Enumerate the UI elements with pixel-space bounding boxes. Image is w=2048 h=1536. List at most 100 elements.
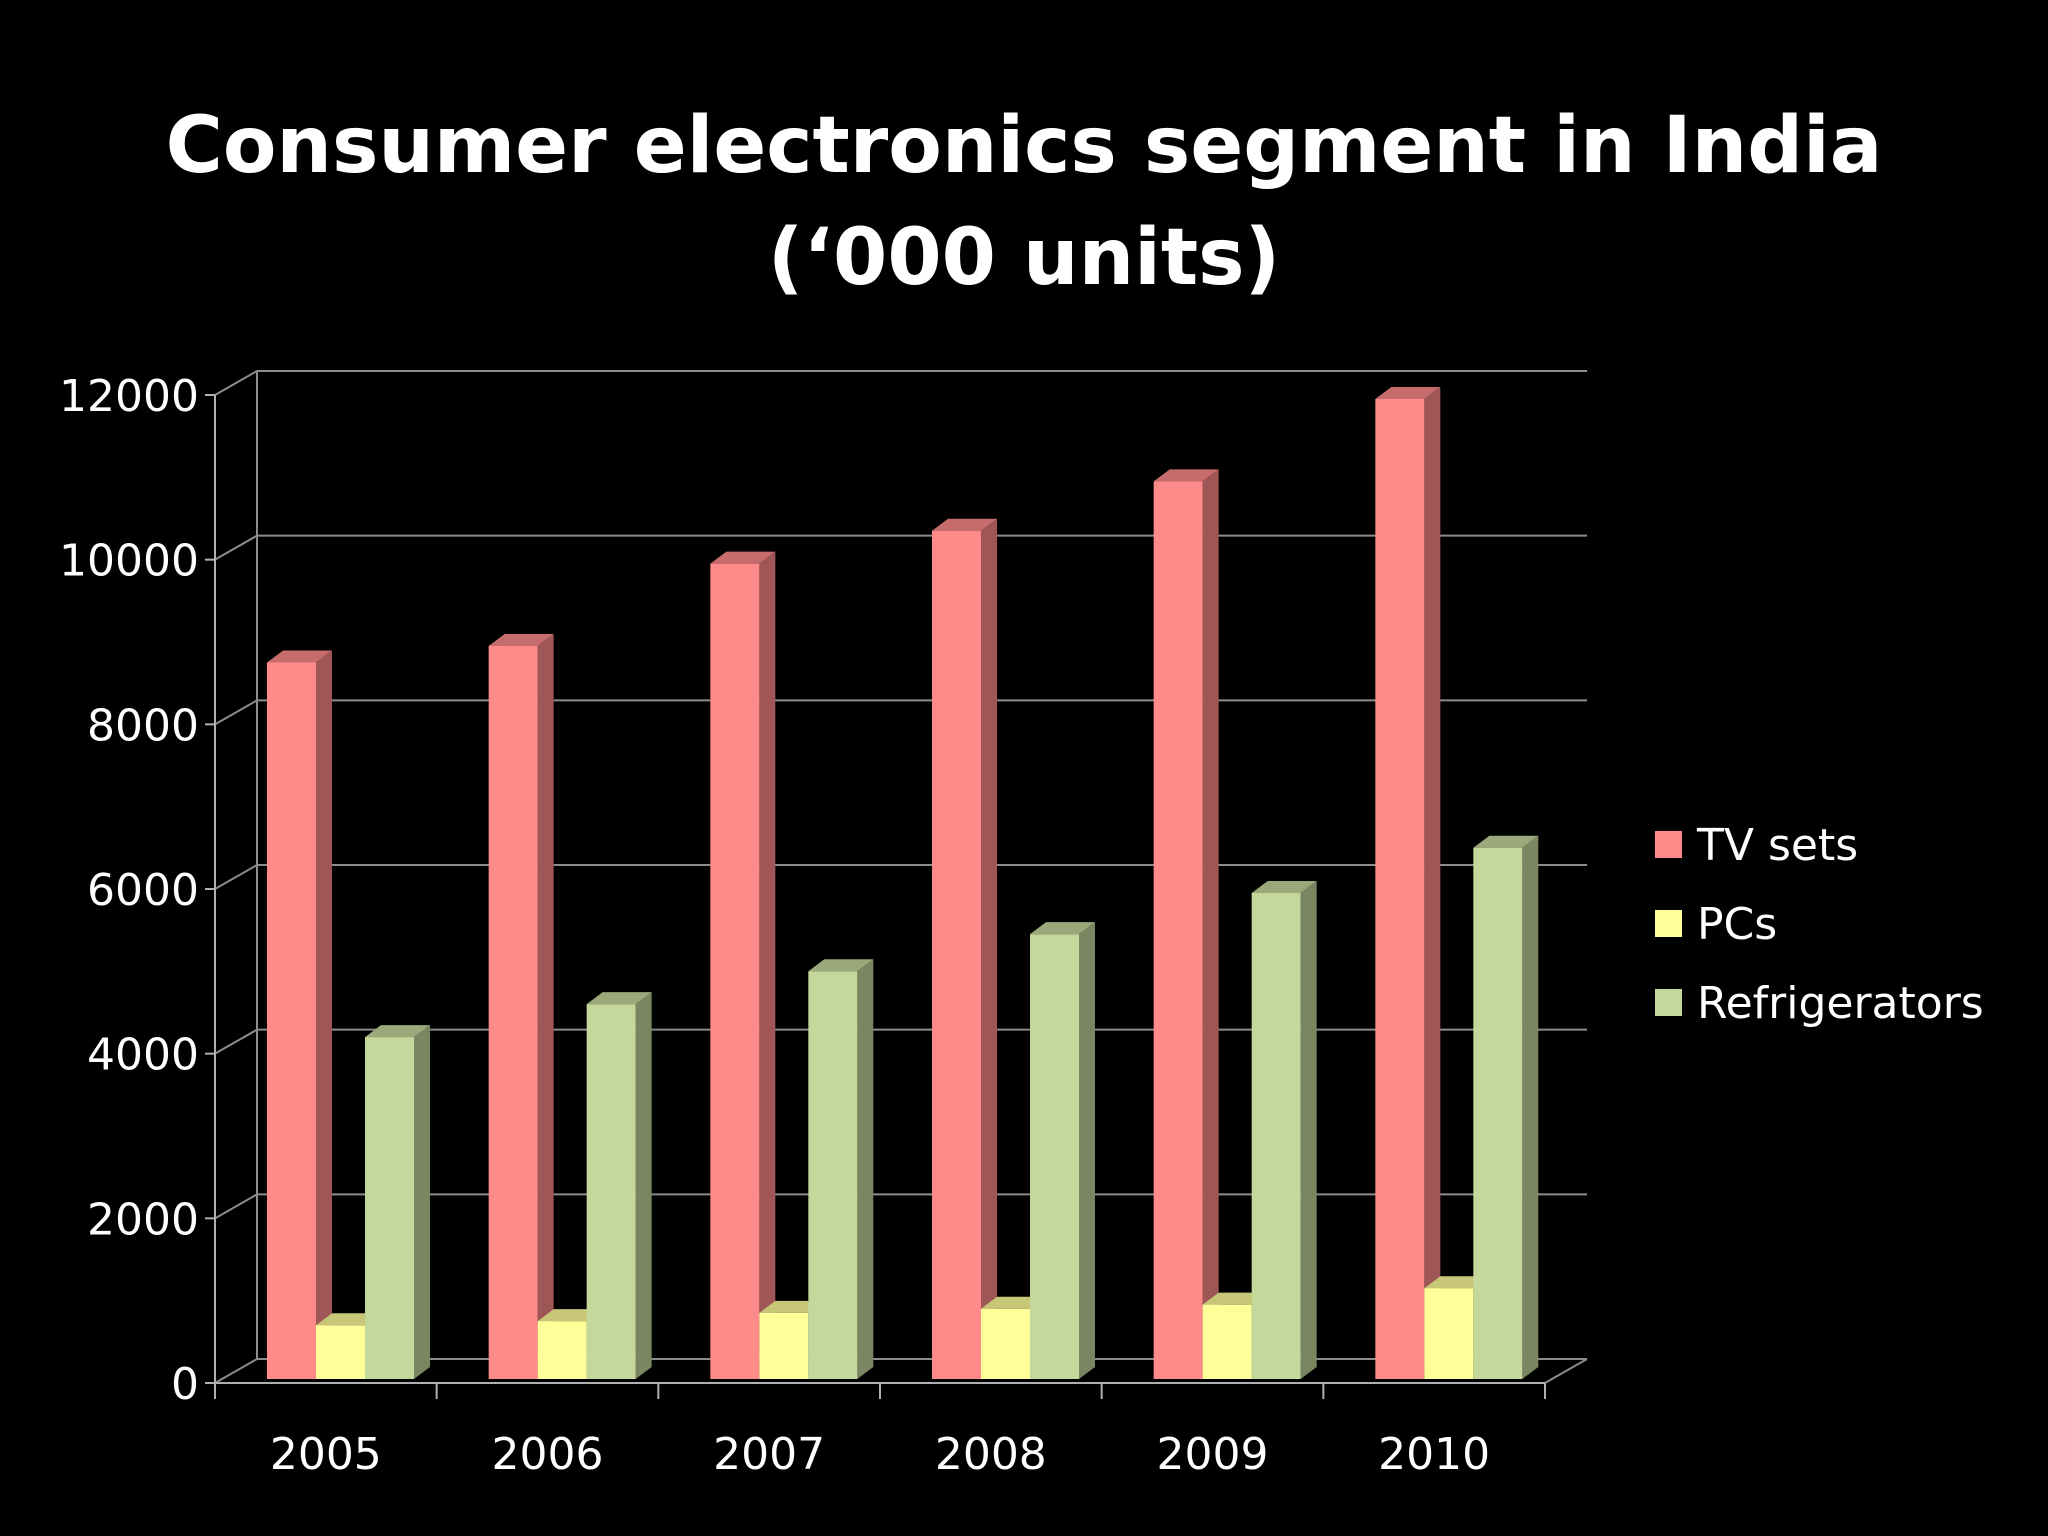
bar-top (808, 959, 874, 972)
bar-front (1153, 481, 1203, 1379)
bar-side (1300, 881, 1317, 1379)
gridline-side (214, 1358, 258, 1384)
chart-axes (205, 394, 1546, 1399)
bar-front (1202, 1304, 1252, 1379)
bar-top (267, 650, 332, 663)
bar-tv-sets-2009 (1153, 469, 1219, 1379)
bar-tv-sets-2010 (1375, 387, 1441, 1379)
bar-top (1424, 1276, 1490, 1289)
bar-side (1424, 387, 1441, 1379)
x-axis-tick-label: 2005 (270, 1429, 382, 1480)
x-axis-tick-label: 2009 (1157, 1429, 1269, 1480)
chart-title-line-2: (‘000 units) (767, 213, 1281, 303)
bar-top (981, 1296, 1046, 1309)
bar-front (808, 971, 858, 1379)
bar-side (857, 959, 874, 1379)
bar-top (488, 634, 554, 646)
bar-side (635, 992, 652, 1379)
bar-refrigerators-2007 (808, 959, 874, 1379)
legend-swatch (1655, 910, 1682, 937)
bar-top (1473, 835, 1539, 848)
bar-refrigerators-2006 (586, 992, 652, 1379)
chart-title: Consumer electronics segment in India (‘… (0, 90, 2048, 314)
bar-top (537, 1309, 603, 1322)
legend-label: PCs (1697, 899, 1777, 950)
bar-side (1522, 835, 1539, 1379)
gridline-side (214, 1028, 258, 1055)
bar-side (537, 634, 554, 1379)
bar-top (586, 992, 652, 1005)
gridline-side (214, 864, 258, 890)
floor-edge-right (1544, 1358, 1588, 1384)
bar-front (1251, 893, 1301, 1379)
y-axis-tick-label: 6000 (87, 865, 199, 916)
bar-front (1375, 399, 1425, 1379)
bar-tv-sets-2006 (488, 634, 554, 1379)
chart-bars (267, 387, 1539, 1379)
bar-top (1375, 387, 1441, 399)
legend-label: Refrigerators (1697, 978, 1984, 1029)
y-axis-tick-label: 4000 (87, 1030, 199, 1081)
x-axis-tick-labels: 2005 2006 2007 2008 2009 2010 (270, 1429, 1490, 1480)
bar-refrigerators-2009 (1251, 881, 1317, 1379)
bar-side (759, 551, 776, 1379)
bar-top (710, 551, 776, 564)
bar-front (586, 1004, 636, 1379)
legend-item: TV sets (1655, 820, 1858, 871)
y-axis-tick-label: 10000 (59, 536, 199, 587)
bar-side (1202, 469, 1219, 1379)
chart-title-line-1: Consumer electronics segment in India (165, 101, 1883, 191)
y-axis-tick-label: 12000 (59, 371, 199, 422)
legend-label: TV sets (1696, 820, 1858, 871)
x-axis-tick-label: 2007 (713, 1429, 825, 1480)
bar-top (316, 1313, 381, 1326)
bar-front (316, 1325, 365, 1379)
bar-front (710, 563, 760, 1379)
bar-front (537, 1321, 587, 1379)
x-axis-tick-label: 2010 (1378, 1429, 1490, 1480)
x-axis-tick-label: 2008 (935, 1429, 1047, 1480)
y-axis-tick-labels: 0 2000 4000 6000 8000 10000 12000 (59, 371, 199, 1410)
x-axis-tick-label: 2006 (492, 1429, 604, 1480)
bar-side (414, 1025, 430, 1379)
bar-refrigerators-2010 (1473, 835, 1539, 1379)
gridline-side (214, 1193, 258, 1220)
bar-top (759, 1300, 825, 1313)
gridline-side (214, 534, 258, 561)
bar-side (316, 650, 332, 1379)
bar-front (1473, 847, 1523, 1379)
bar-tv-sets-2007 (710, 551, 776, 1379)
chart-gridlines (214, 370, 1587, 1384)
bar-tv-sets-2008 (932, 518, 997, 1379)
bar-side (981, 518, 997, 1379)
bar-front (981, 1308, 1030, 1379)
bar-top (365, 1025, 430, 1038)
legend-item: PCs (1655, 899, 1777, 950)
bar-tv-sets-2005 (267, 650, 332, 1379)
legend-swatch (1655, 989, 1682, 1016)
bar-front (1030, 934, 1079, 1379)
bar-top (1251, 881, 1317, 893)
bar-front (759, 1312, 809, 1379)
bar-top (1030, 922, 1095, 935)
bar-front (932, 530, 981, 1379)
y-axis-tick-label: 2000 (87, 1194, 199, 1245)
bar-top (932, 518, 997, 531)
y-axis-tick-label: 8000 (87, 700, 199, 751)
bar-front (267, 662, 316, 1379)
bar-front (365, 1037, 414, 1379)
legend-swatch (1655, 831, 1682, 858)
bar-top (1153, 469, 1219, 482)
bar-front (488, 646, 538, 1379)
bar-side (1079, 922, 1095, 1379)
gridline-side (214, 699, 258, 726)
bar-refrigerators-2005 (365, 1025, 430, 1379)
y-axis-tick-label: 0 (171, 1359, 199, 1410)
bar-front (1424, 1288, 1474, 1379)
chart-legend: TV sets PCs Refrigerators (1655, 820, 1984, 1029)
legend-item: Refrigerators (1655, 978, 1984, 1029)
gridline-side (214, 370, 258, 396)
bar-top (1202, 1292, 1268, 1305)
